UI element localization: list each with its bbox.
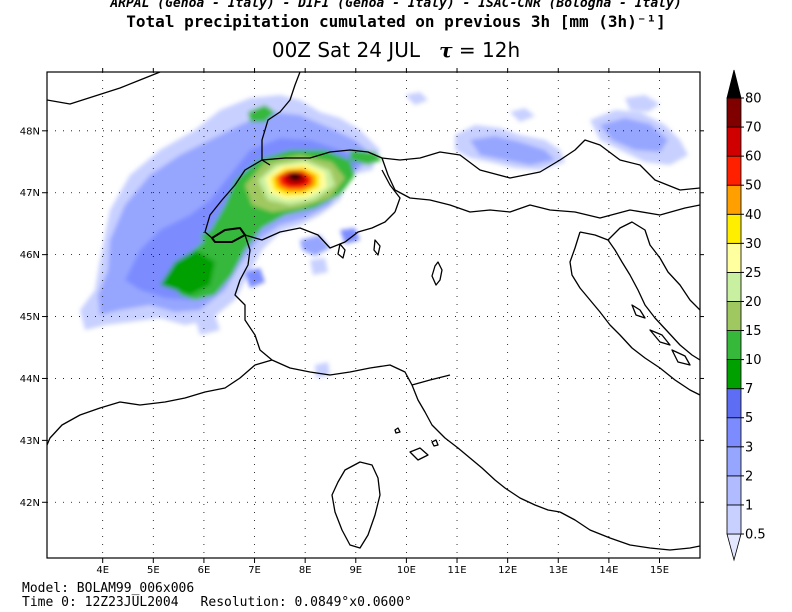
colorbar-label: 80: [745, 92, 762, 107]
lat-label: 42N: [20, 498, 40, 509]
colorbar-box: [726, 213, 742, 244]
colorbar-box: [726, 359, 742, 390]
colorbar-box: [726, 155, 742, 186]
colorbar-box: [726, 504, 742, 535]
colorbar-upper-arrow: [726, 69, 742, 99]
lon-label: 5E: [147, 565, 160, 576]
lat-label: 46N: [20, 250, 40, 261]
colorbar-label: 5: [745, 411, 753, 426]
lat-label: 48N: [20, 126, 40, 137]
resolution: Resolution: 0.0849°x0.0600°: [200, 595, 412, 610]
lon-label: 10E: [397, 565, 416, 576]
lon-label: 15E: [650, 565, 669, 576]
time0: Time 0: 12Z23JUL2004: [22, 595, 179, 610]
colorbar-label: 30: [745, 237, 762, 252]
colorbar-box: [726, 330, 742, 360]
colorbar-label: 20: [745, 295, 762, 310]
valid-time: 00Z Sat 24 JUL: [271, 38, 420, 62]
valid-time-subtitle: 00Z Sat 24 JUL τ = 12h: [0, 38, 792, 62]
credit-line: ARPAL (Genoa - Italy) - DIFI (Genoa - It…: [110, 0, 682, 11]
model-name: Model: BOLAM99_006x006: [22, 581, 195, 596]
colorbar-label: 70: [745, 121, 762, 136]
colorbar-box: [726, 126, 742, 157]
coastlines-borders: [47, 72, 700, 551]
colorbar-box: [726, 475, 742, 506]
lat-label: 47N: [20, 188, 40, 199]
lon-label: 14E: [599, 565, 618, 576]
colorbar-label: 15: [745, 324, 762, 339]
colorbar-label: 1: [745, 498, 753, 513]
lon-label: 8E: [299, 565, 312, 576]
precipitation-field: [80, 92, 688, 378]
lon-label: 4E: [96, 565, 109, 576]
colorbar-box: [726, 417, 742, 448]
run-info: Time 0: 12Z23JUL2004 Resolution: 0.0849°x…: [22, 596, 412, 610]
colorbar-box: [726, 97, 742, 128]
colorbar-label: 3: [745, 440, 753, 455]
chart-title: Total precipitation cumulated on previou…: [126, 12, 666, 31]
colorbar-label: 7: [745, 382, 753, 397]
lon-label: 9E: [349, 565, 362, 576]
colorbar-label: 25: [745, 266, 762, 281]
colorbar-label: 10: [745, 353, 762, 368]
colorbar-label: 50: [745, 179, 762, 194]
tau-value: = 12h: [458, 38, 521, 62]
lon-label: 6E: [198, 565, 211, 576]
colorbar-label: 40: [745, 208, 762, 223]
map-axes: 4E 5E 6E 7E 8E 9E 10E 11E 12E 13E 14E 15E 48N 47N 46N 4…: [20, 68, 704, 576]
colorbar-lower-arrow: [726, 533, 742, 562]
lat-label: 43N: [20, 436, 40, 447]
colorbar-legend: 0.5 1 2 3 5 7 10 15 20 25 30 40 50 60 70 80: [726, 69, 766, 562]
colorbar-box: [726, 271, 742, 302]
lon-label: 13E: [549, 565, 568, 576]
colorbar-label: 2: [745, 469, 753, 484]
colorbar-box: [726, 242, 742, 273]
lon-label: 11E: [447, 565, 466, 576]
colorbar-box: [726, 301, 742, 331]
map-frame: [46, 71, 701, 559]
lon-label: 12E: [498, 565, 517, 576]
tau-symbol: τ: [439, 38, 453, 62]
colorbar-box: [726, 388, 742, 419]
colorbar-box: [726, 184, 742, 215]
colorbar-box: [726, 446, 742, 477]
lat-label: 45N: [20, 312, 40, 323]
colorbar-label: 60: [745, 150, 762, 165]
lon-label: 7E: [248, 565, 261, 576]
lat-label: 44N: [20, 374, 40, 385]
colorbar-label: 0.5: [745, 528, 766, 543]
